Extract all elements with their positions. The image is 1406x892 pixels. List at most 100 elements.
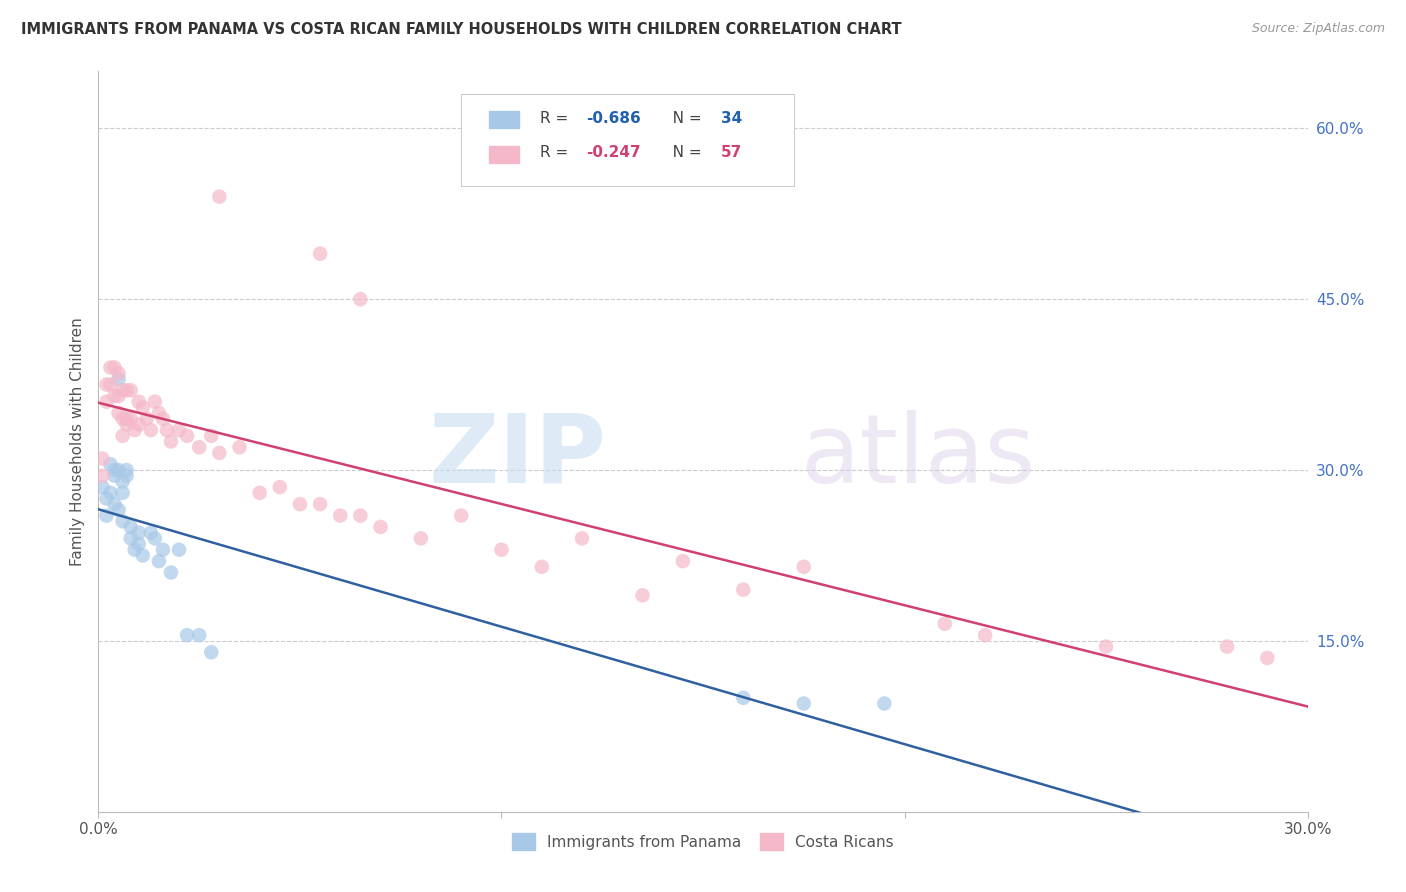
Point [409, 532, 432, 546]
Point [176, 628, 198, 642]
Text: R =: R = [540, 145, 572, 161]
Point [672, 554, 695, 568]
Point [100, 377, 122, 392]
Point [128, 394, 150, 409]
Point [200, 645, 222, 659]
Point [115, 468, 138, 483]
Point [103, 389, 125, 403]
Point [188, 440, 211, 454]
Point [208, 446, 231, 460]
Point [107, 463, 129, 477]
Point [143, 394, 166, 409]
Point [370, 520, 392, 534]
Bar [489, 145, 519, 163]
Point [111, 514, 134, 528]
Point [96, 377, 118, 392]
Point [793, 697, 815, 711]
Point [733, 582, 755, 597]
Point [450, 508, 472, 523]
Legend: Immigrants from Panama, Costa Ricans: Immigrants from Panama, Costa Ricans [506, 827, 900, 856]
Text: R =: R = [540, 111, 572, 126]
Point [152, 411, 174, 425]
Point [1256, 651, 1278, 665]
Point [135, 411, 157, 425]
Point [733, 690, 755, 705]
Point [934, 616, 956, 631]
Point [103, 468, 125, 483]
Point [103, 463, 125, 477]
Text: 34: 34 [721, 111, 742, 126]
Point [103, 360, 125, 375]
Bar [489, 111, 519, 128]
Point [115, 417, 138, 432]
Point [200, 429, 222, 443]
Point [873, 697, 896, 711]
Point [124, 542, 146, 557]
Point [91, 468, 114, 483]
Point [128, 417, 150, 432]
Point [156, 423, 179, 437]
Point [143, 532, 166, 546]
Text: N =: N = [658, 111, 707, 126]
Point [160, 566, 183, 580]
Point [128, 537, 150, 551]
Point [107, 372, 129, 386]
Point [167, 542, 190, 557]
Text: ZIP: ZIP [429, 409, 606, 503]
Point [793, 559, 815, 574]
Point [571, 532, 593, 546]
Point [111, 429, 134, 443]
Point [160, 434, 183, 449]
Point [309, 497, 332, 511]
Point [100, 485, 122, 500]
Point [111, 485, 134, 500]
Point [1216, 640, 1239, 654]
Point [96, 394, 118, 409]
Point [132, 549, 155, 563]
Point [111, 411, 134, 425]
Point [91, 480, 114, 494]
Text: -0.247: -0.247 [586, 145, 640, 161]
Point [100, 360, 122, 375]
Text: Source: ZipAtlas.com: Source: ZipAtlas.com [1251, 22, 1385, 36]
Point [208, 189, 231, 203]
Point [167, 423, 190, 437]
Point [176, 429, 198, 443]
Point [148, 554, 170, 568]
Point [124, 423, 146, 437]
Point [128, 525, 150, 540]
Point [96, 508, 118, 523]
Point [115, 411, 138, 425]
Point [1095, 640, 1118, 654]
FancyBboxPatch shape [461, 94, 793, 186]
Point [249, 485, 271, 500]
Text: -0.686: -0.686 [586, 111, 641, 126]
Point [111, 384, 134, 398]
Point [349, 508, 371, 523]
Point [139, 525, 162, 540]
Point [349, 292, 371, 306]
Text: N =: N = [658, 145, 707, 161]
Point [120, 532, 142, 546]
Text: atlas: atlas [800, 409, 1035, 503]
Point [491, 542, 513, 557]
Text: 57: 57 [721, 145, 742, 161]
Y-axis label: Family Households with Children: Family Households with Children [69, 318, 84, 566]
Point [91, 451, 114, 466]
Point [132, 401, 155, 415]
Point [152, 542, 174, 557]
Point [115, 463, 138, 477]
Point [288, 497, 311, 511]
Point [188, 628, 211, 642]
Point [974, 628, 997, 642]
Point [148, 406, 170, 420]
Point [631, 588, 654, 602]
Point [96, 491, 118, 506]
Point [139, 423, 162, 437]
Point [100, 458, 122, 472]
Point [107, 406, 129, 420]
Point [115, 384, 138, 398]
Point [107, 503, 129, 517]
Point [107, 389, 129, 403]
Point [120, 384, 142, 398]
